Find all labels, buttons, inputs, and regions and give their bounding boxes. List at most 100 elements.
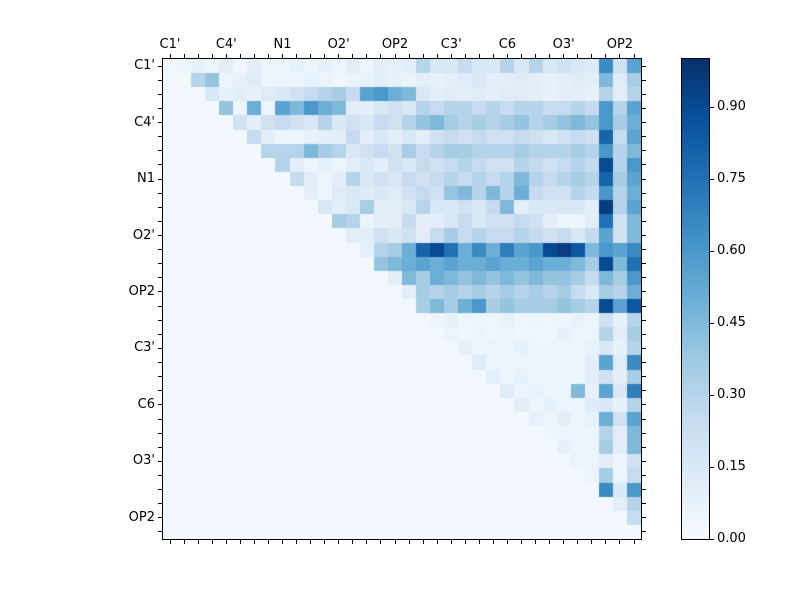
axis-tick	[158, 93, 162, 95]
axis-tick	[158, 122, 162, 123]
colorbar-tick-label: 0.45	[717, 315, 746, 330]
axis-tick	[642, 418, 646, 420]
axis-tick	[380, 54, 382, 58]
axis-tick	[642, 390, 646, 392]
axis-tick	[394, 54, 396, 58]
y-tick-label: O2'	[132, 227, 155, 243]
axis-tick	[492, 540, 494, 544]
x-tick-label: C1'	[159, 37, 181, 52]
colorbar-tick	[709, 178, 714, 180]
plot-area	[158, 54, 646, 544]
x-tick-label: OP2	[381, 37, 409, 52]
axis-tick	[158, 79, 162, 81]
axis-tick	[642, 531, 646, 533]
axis-tick	[478, 540, 480, 544]
axis-tick	[422, 540, 424, 544]
axis-tick	[642, 192, 646, 194]
x-tick-label: C3'	[440, 37, 462, 52]
axis-tick	[642, 489, 646, 491]
axis-tick	[158, 517, 162, 519]
axis-tick	[642, 347, 646, 349]
colorbar-tick-label: 0.00	[717, 531, 746, 546]
colorbar-tick-label: 0.60	[717, 243, 746, 258]
axis-tick	[211, 540, 213, 544]
axis-tick	[158, 305, 162, 307]
axis-tick	[642, 220, 646, 222]
axis-tick	[158, 460, 162, 462]
x-tick-label: C6	[498, 37, 517, 52]
colorbar-tick	[709, 394, 714, 396]
axis-tick	[158, 206, 162, 208]
axis-tick	[158, 150, 162, 152]
axis-tick	[642, 150, 646, 152]
axis-tick	[591, 540, 593, 544]
axis-tick	[158, 164, 162, 166]
axis-tick	[642, 404, 646, 406]
axis-tick	[492, 54, 494, 58]
axis-tick	[642, 319, 646, 321]
axis-tick	[169, 54, 171, 58]
axis-tick	[642, 517, 646, 519]
axis-tick	[549, 540, 551, 544]
axis-tick	[642, 178, 646, 180]
axis-tick	[324, 54, 326, 58]
axis-tick	[506, 54, 508, 58]
colorbar-tick	[709, 250, 714, 252]
axis-tick	[310, 54, 312, 58]
axis-tick	[642, 79, 646, 81]
axis-tick	[642, 65, 646, 67]
axis-tick	[310, 540, 312, 544]
axis-tick	[642, 164, 646, 166]
axis-tick	[158, 347, 162, 349]
axis-tick	[338, 540, 340, 544]
axis-tick	[642, 376, 646, 378]
axis-tick	[158, 446, 162, 448]
axis-tick	[296, 54, 298, 58]
axis-tick	[158, 192, 162, 194]
axis-tick	[197, 54, 199, 58]
axis-tick	[324, 540, 326, 544]
colorbar-tick	[709, 322, 714, 324]
axis-tick	[521, 54, 522, 58]
axis-tick	[394, 540, 396, 544]
y-tick-label: N1	[137, 171, 155, 186]
colorbar-tick-label: 0.30	[717, 387, 746, 402]
axis-tick	[436, 540, 438, 544]
axis-tick	[563, 54, 565, 58]
y-tick-label: C4'	[134, 114, 155, 130]
axis-tick	[158, 235, 162, 236]
axis-tick	[619, 54, 621, 58]
axis-tick	[450, 54, 452, 58]
axis-tick	[478, 54, 480, 58]
axis-tick	[642, 460, 646, 462]
colorbar-tick-label: 0.90	[717, 99, 746, 114]
axis-tick	[158, 333, 162, 335]
axis-tick	[464, 54, 466, 58]
axis-tick	[158, 136, 162, 138]
axis-tick	[642, 136, 646, 138]
axis-tick	[225, 540, 227, 544]
y-tick-label: O3'	[132, 453, 155, 469]
axis-tick	[158, 418, 162, 420]
axis-tick	[239, 540, 241, 544]
axis-tick	[633, 54, 635, 58]
axis-tick	[642, 249, 646, 251]
axis-tick	[197, 540, 199, 544]
colorbar-tick-label: 0.75	[717, 171, 746, 186]
axis-tick	[158, 503, 162, 505]
axis-tick	[549, 54, 551, 58]
axis-tick	[158, 65, 162, 67]
colorbar-tick	[709, 466, 714, 468]
axis-tick	[422, 54, 424, 58]
axis-tick	[158, 390, 162, 392]
heatmap-canvas	[163, 59, 641, 539]
axis-tick	[253, 54, 255, 58]
axis-tick	[158, 376, 162, 378]
axis-tick	[642, 432, 646, 434]
axis-tick	[577, 54, 579, 58]
axis-tick	[158, 263, 162, 265]
axis-tick	[642, 475, 646, 476]
axis-tick	[158, 432, 162, 434]
axis-tick	[366, 54, 368, 58]
